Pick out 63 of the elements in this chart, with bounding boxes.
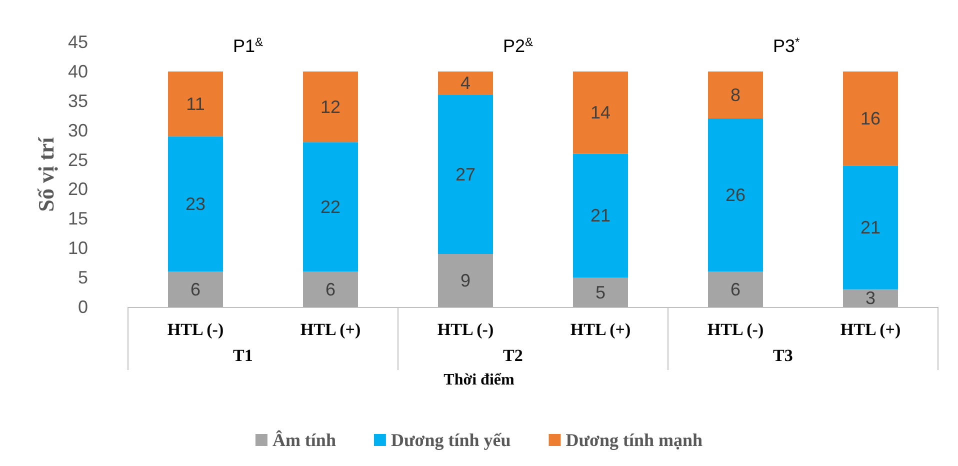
data-label: 11 <box>186 94 205 114</box>
x-tick-label: HTL (-) <box>707 320 764 339</box>
y-tick-label: 5 <box>78 268 88 288</box>
y-tick-label: 0 <box>78 297 88 317</box>
bar <box>168 272 223 307</box>
y-tick-label: 15 <box>68 208 88 229</box>
x-axis-title: Thời điểm <box>444 372 515 388</box>
data-label: 12 <box>320 96 341 117</box>
data-label: 6 <box>190 279 201 300</box>
bar <box>438 254 493 307</box>
data-label: 5 <box>595 282 606 302</box>
text: T2 <box>503 346 523 365</box>
text: T3 <box>773 346 793 365</box>
y-tick-label: 25 <box>68 150 88 170</box>
data-label: 16 <box>860 108 881 129</box>
y-tick-label: 35 <box>68 90 88 111</box>
bar <box>438 71 493 95</box>
data-label: 9 <box>460 270 471 290</box>
data-label: 26 <box>725 185 746 206</box>
y-tick-label: 30 <box>68 120 88 140</box>
bar <box>573 71 628 154</box>
y-tick-label: 10 <box>68 238 88 258</box>
data-label: 22 <box>320 196 341 217</box>
x-tick-label: HTL (+) <box>570 320 631 339</box>
annotation: P1& <box>233 35 264 56</box>
x-tick-label: HTL (+) <box>840 320 901 339</box>
bar <box>303 142 358 272</box>
annotation: P3* <box>773 35 800 56</box>
data-label: 3 <box>865 288 876 308</box>
legend-label: Dương tính yếu <box>390 430 511 450</box>
y-axis-title: Số vị trí <box>34 136 59 212</box>
bar <box>843 289 898 307</box>
data-label: 6 <box>730 279 741 300</box>
x-tick-label: HTL (+) <box>300 320 361 339</box>
bar <box>573 278 628 307</box>
bar <box>708 71 763 119</box>
legend-label: Âm tính <box>272 430 336 450</box>
text: T1 <box>233 346 253 365</box>
data-label: 8 <box>730 85 741 105</box>
data-label: 21 <box>860 218 881 238</box>
bar <box>843 166 898 290</box>
bar <box>843 71 898 166</box>
bar <box>438 95 493 254</box>
data-label: 6 <box>325 279 336 300</box>
data-label: 4 <box>460 73 471 94</box>
data-label: 21 <box>590 206 611 226</box>
bar <box>168 136 223 272</box>
data-label: 27 <box>455 164 476 184</box>
annotation: P2& <box>503 35 534 56</box>
bar <box>303 71 358 142</box>
bar <box>708 118 763 272</box>
data-label: 23 <box>185 194 206 214</box>
data-label: 14 <box>590 102 611 123</box>
bar <box>168 71 223 136</box>
y-tick-label: 45 <box>68 32 88 52</box>
bar <box>303 272 358 307</box>
bar <box>708 272 763 307</box>
x-tick-label: HTL (-) <box>437 320 494 339</box>
bar <box>573 154 628 278</box>
y-tick-label: 40 <box>68 61 88 82</box>
x-tick-label: HTL (-) <box>167 320 224 339</box>
y-tick-label: 20 <box>68 179 88 200</box>
legend-label: Dương tính mạnh <box>566 430 703 450</box>
